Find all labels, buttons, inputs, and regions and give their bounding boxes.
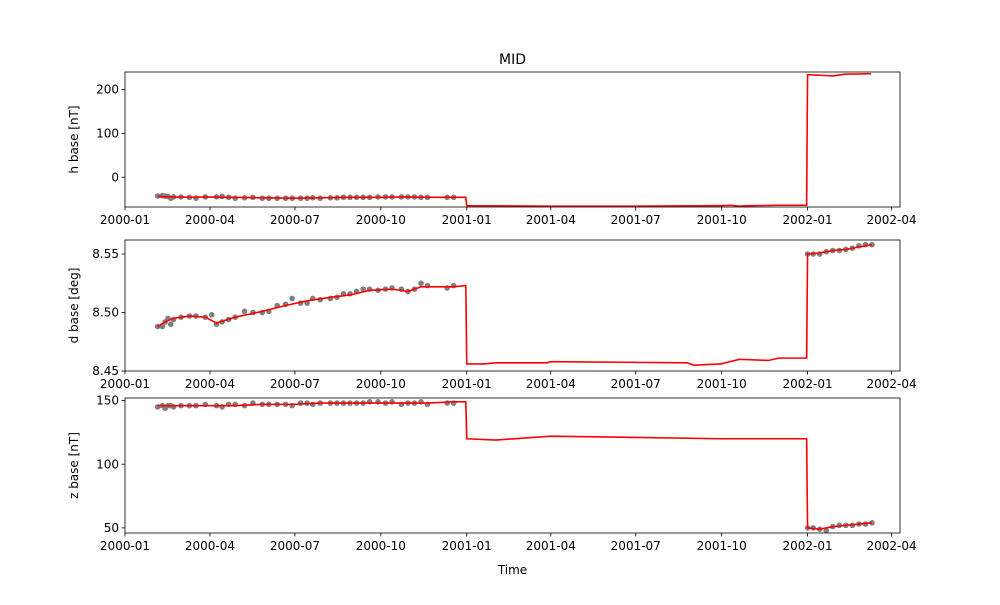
data-point [209, 312, 215, 318]
x-tick-label: 2000-07 [270, 539, 320, 553]
x-tick-label: 2001-10 [697, 213, 747, 227]
x-axis-label: Time [497, 563, 527, 577]
data-point [418, 280, 424, 287]
x-tick-label: 2000-04 [185, 539, 235, 553]
axes-frame [124, 397, 901, 534]
x-tick-label: 2002-01 [782, 377, 832, 391]
x-tick-label: 2001-04 [526, 213, 576, 227]
data-point [154, 193, 161, 199]
y-tick-label: 100 [96, 127, 119, 141]
x-tick-label: 2000-01 [100, 377, 150, 391]
y-tick-label: 0 [111, 170, 119, 184]
x-tick-label: 2001-04 [526, 539, 576, 553]
y-axis-label: z base [nT] [67, 432, 81, 499]
data-point [193, 195, 199, 202]
axes-frame [124, 71, 901, 208]
x-tick-label: 2000-04 [185, 213, 235, 227]
x-tick-label: 2001-07 [611, 539, 661, 553]
panel-d: 2000-01 2000-04 2000-07 2000-10 2001-01 2001-… [67, 239, 917, 391]
x-tick-label: 2002-04 [867, 377, 917, 391]
y-tick-label: 100 [96, 457, 119, 471]
y-axis-label: d base [deg] [67, 268, 81, 344]
y-axis-label: h base [nT] [67, 105, 81, 173]
panel-z: 2000-01 2000-04 2000-07 2000-10 2001-01 2001-… [67, 394, 917, 553]
x-tick-label: 2002-04 [867, 539, 917, 553]
x-tick-label: 2001-01 [442, 213, 492, 227]
baseline-line [157, 243, 873, 366]
x-tick-label: 2001-07 [611, 213, 661, 227]
data-point [360, 286, 366, 292]
y-tick-label: 150 [96, 394, 119, 408]
baseline-line [157, 401, 873, 530]
data-point [289, 295, 295, 302]
x-tick-label: 2000-10 [356, 539, 406, 553]
x-tick-label: 2000-01 [100, 539, 150, 553]
chart-panels: 2000-01 2000-04 2000-07 2000-10 2001-01 2001-… [67, 71, 917, 553]
y-tick-label: 8.50 [92, 306, 119, 320]
x-tick-label: 2001-07 [611, 377, 661, 391]
data-point [167, 321, 174, 328]
x-tick-label: 2001-01 [442, 377, 492, 391]
data-point [297, 400, 304, 406]
y-tick-label: 8.45 [92, 364, 119, 378]
y-tick-label: 8.55 [92, 247, 119, 261]
data-point [823, 527, 830, 534]
x-tick-label: 2001-10 [697, 377, 747, 391]
y-tick-label: 50 [104, 521, 119, 535]
x-tick-label: 2000-07 [270, 213, 320, 227]
axes-frame [124, 239, 901, 372]
data-point [444, 400, 450, 406]
x-tick-label: 2000-10 [356, 213, 406, 227]
panel-h: 2000-01 2000-04 2000-07 2000-10 2001-01 2001-… [67, 71, 917, 227]
data-point [241, 308, 248, 315]
x-tick-label: 2001-04 [526, 377, 576, 391]
x-tick-label: 2000-10 [356, 377, 406, 391]
x-tick-label: 2000-04 [185, 377, 235, 391]
chart-title: MID [499, 52, 526, 68]
x-tick-label: 2000-01 [100, 213, 150, 227]
x-tick-label: 2001-01 [442, 539, 492, 553]
x-tick-label: 2002-01 [782, 539, 832, 553]
x-tick-label: 2000-07 [270, 377, 320, 391]
y-tick-label: 200 [96, 83, 119, 97]
x-tick-label: 2002-01 [782, 213, 832, 227]
x-tick-label: 2001-10 [697, 539, 747, 553]
baseline-line [157, 72, 872, 207]
data-point [309, 401, 316, 408]
x-tick-label: 2002-04 [867, 213, 917, 227]
